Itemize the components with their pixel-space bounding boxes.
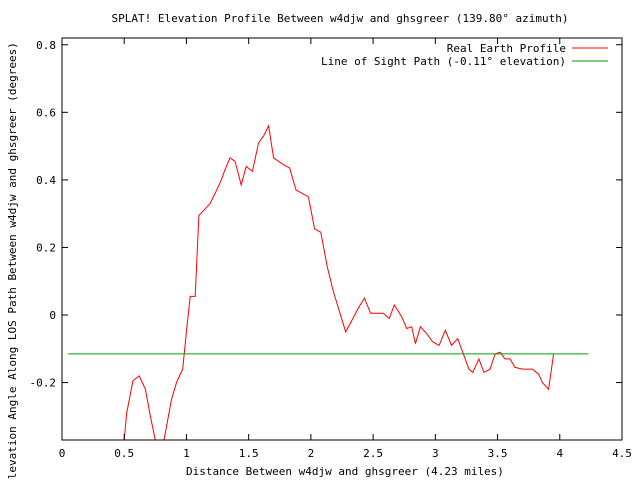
x-tick-label: 0 — [59, 447, 66, 460]
x-tick-label: 4.5 — [612, 447, 632, 460]
x-tick-label: 3 — [432, 447, 439, 460]
x-tick-label: 1 — [183, 447, 190, 460]
y-tick-label: 0 — [49, 309, 56, 322]
legend-label-real-earth-profile: Real Earth Profile — [447, 42, 566, 55]
plot-frame — [61, 37, 623, 441]
x-axis-label: Distance Between w4djw and ghsgreer (4.2… — [186, 465, 504, 478]
y-tick-label: -0.2 — [30, 377, 57, 390]
x-tick-label: 1.5 — [239, 447, 259, 460]
y-axis-label: Elevation Angle Along LOS Path Between w… — [6, 42, 19, 480]
x-tick-label: 4 — [556, 447, 563, 460]
chart-title: SPLAT! Elevation Profile Between w4djw a… — [112, 12, 569, 25]
y-tick-label: 0.8 — [36, 39, 56, 52]
x-tick-label: 2.5 — [363, 447, 383, 460]
y-tick-label: 0.2 — [36, 241, 56, 254]
x-tick-label: 3.5 — [488, 447, 508, 460]
tick-label-layer: 0 0.5 1 1.5 2 2.5 3 3.5 4 4.5 -0.2 0 0.2 0.4 0.6 0.8 — [30, 39, 632, 460]
legend-label-line-of-sight: Line of Sight Path (-0.11° elevation) — [321, 55, 566, 68]
legend: Real Earth Profile Line of Sight Path (-… — [321, 42, 608, 68]
x-tick-label: 2 — [308, 447, 315, 460]
y-tick-label: 0.4 — [36, 174, 56, 187]
y-tick-label: 0.6 — [36, 106, 56, 119]
plot-border — [61, 37, 623, 441]
series-layer — [68, 124, 589, 440]
tick-layer — [61, 38, 623, 440]
series-line-0 — [123, 124, 555, 440]
x-tick-label: 0.5 — [114, 447, 134, 460]
